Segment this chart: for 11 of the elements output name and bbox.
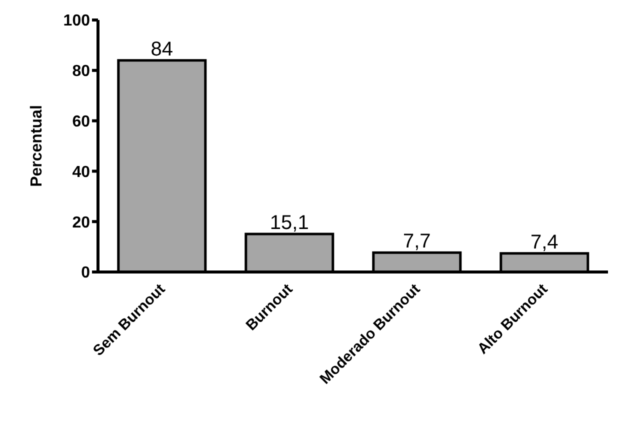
data-label: 7,7 [402,230,431,253]
data-label: 7,4 [530,231,558,254]
y-tick-label: 60 [72,113,90,130]
y-tick-label: 0 [81,264,90,282]
y-tick-label: 80 [72,63,90,80]
data-label: 84 [150,38,174,60]
y-tick-label: 20 [72,214,90,232]
y-axis-title: Percentual [28,105,46,187]
y-tick-label: 40 [72,164,90,181]
y-tick-label: 100 [63,12,90,30]
data-label: 15,1 [270,212,309,234]
